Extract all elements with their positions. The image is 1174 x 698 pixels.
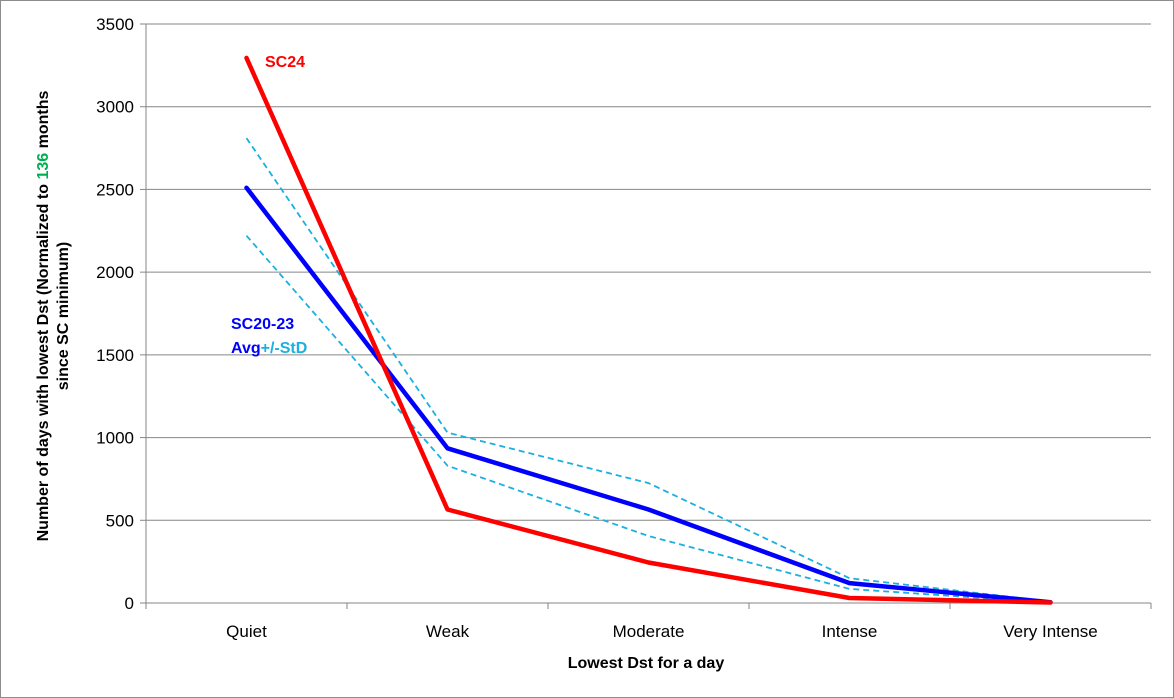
x-tick-label: Weak [426, 622, 470, 641]
y-axis-title: Number of days with lowest Dst (Normaliz… [35, 91, 72, 542]
y-tick-label: 500 [106, 511, 134, 530]
y-tick-label: 0 [125, 594, 134, 613]
y-tick-label: 3500 [96, 15, 134, 34]
y-axis-title-line1: Number of days with lowest Dst (Normaliz… [35, 91, 52, 542]
y-tick-label: 2500 [96, 180, 134, 199]
annotation-stdev: +/-StD [261, 340, 308, 357]
x-tick-label: Quiet [226, 622, 267, 641]
y-tick-label: 1000 [96, 429, 134, 448]
x-axis-title: Lowest Dst for a day [568, 655, 725, 672]
annotation-sc20-23: SC20-23 [231, 316, 294, 333]
series-line-sc20-23-avg [244, 185, 1053, 605]
x-tick-label: Moderate [613, 622, 685, 641]
y-axis-title-line2: since SC minimum) [55, 242, 72, 390]
series-group [244, 55, 1053, 605]
axes [145, 24, 1151, 604]
series-line-std [245, 137, 1051, 603]
series-line-std [245, 235, 1051, 604]
y-tick-label: 1500 [96, 346, 134, 365]
series-line-sc24 [244, 55, 1053, 605]
y-tick-label: 2000 [96, 263, 134, 282]
annotation-avg-stdev: Avg+/-StD [231, 340, 307, 357]
y-tick-label: 3000 [96, 98, 134, 117]
annotation-sc24: SC24 [265, 54, 305, 71]
x-tick-label: Very Intense [1003, 622, 1098, 641]
x-ticks: Quiet Weak Moderate Intense Very Intense [145, 603, 1152, 641]
x-tick-label: Intense [822, 622, 878, 641]
annotation-avg: Avg [231, 340, 261, 357]
grid [146, 23, 1151, 521]
y-ticks: 0 500 1000 1500 2000 2500 3000 3500 [96, 15, 146, 613]
